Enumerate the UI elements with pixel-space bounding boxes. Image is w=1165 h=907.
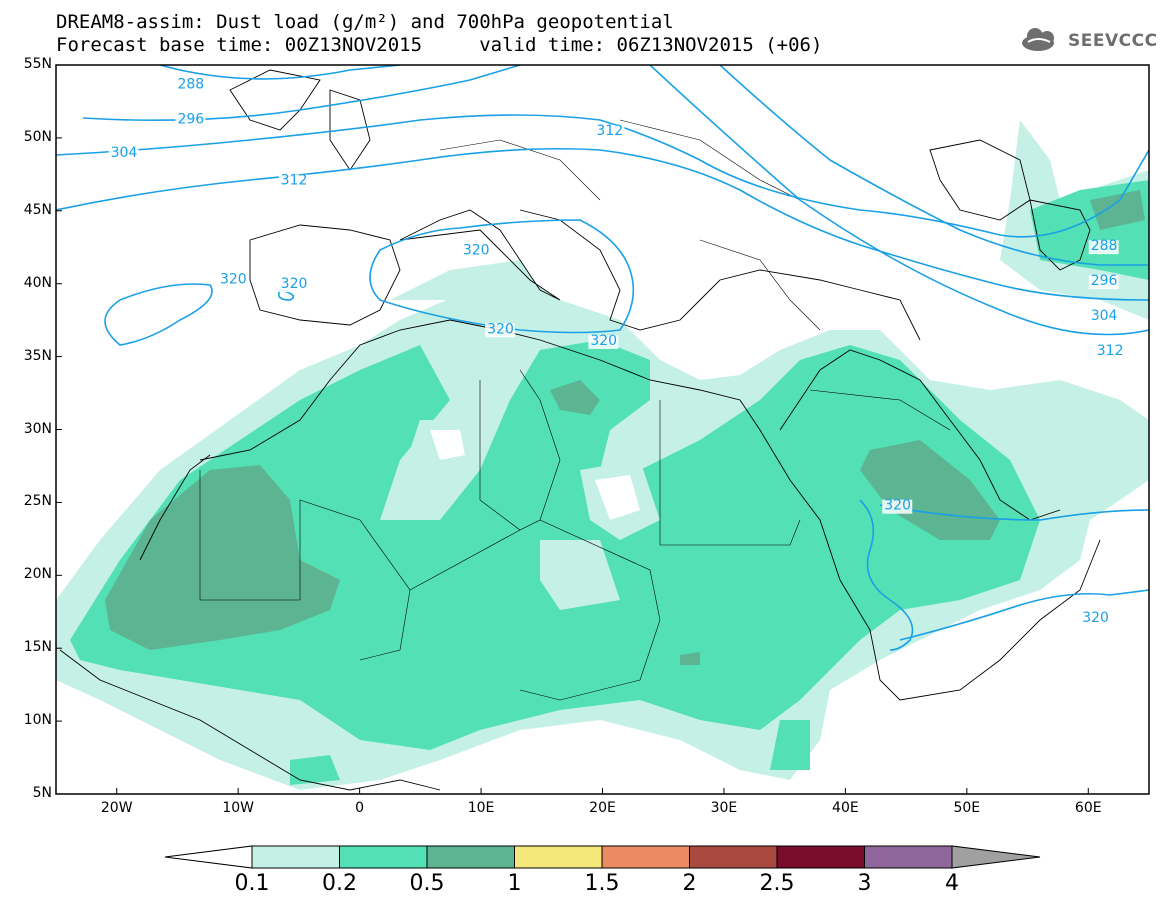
colorbar — [164, 845, 1041, 869]
lon-label: 10W — [222, 800, 254, 816]
contour-label-bg — [1088, 275, 1119, 290]
colorbar-segment — [514, 845, 603, 869]
colorbar-tick-label: 2 — [682, 871, 697, 896]
contour-label-bg — [485, 323, 516, 338]
contour-label: 312 — [1097, 343, 1124, 359]
contour-label-bg — [594, 124, 625, 139]
contour-label-bg — [1080, 611, 1111, 626]
lat-label: 55N — [23, 56, 52, 72]
lat-label: 15N — [23, 639, 52, 656]
colorbar-tick-label: 0.2 — [322, 871, 357, 896]
map-title: DREAM8-assim: Dust load (g/m²) and 700hP… — [56, 11, 674, 33]
colorbar-over-arrow — [951, 845, 1041, 869]
lat-label: 35N — [23, 347, 52, 364]
lat-label: 5N — [32, 785, 52, 801]
lon-label: 20W — [100, 800, 133, 816]
contour-label: 288 — [177, 76, 204, 92]
colorbar-segment — [776, 845, 865, 869]
lat-label: 10N — [23, 712, 52, 729]
forecast-time-line: Forecast base time: 00Z13NOV2015 valid t… — [56, 34, 823, 56]
contour-label-bg — [588, 334, 619, 349]
lat-label: 25N — [23, 493, 52, 510]
colorbar-tick-label: 4 — [945, 871, 959, 896]
colorbar-tick-label: 1.5 — [584, 871, 620, 896]
colorbar-tick-label: 2.5 — [759, 871, 795, 896]
lat-label: 30N — [23, 420, 52, 437]
geopotential-contours — [56, 65, 1149, 651]
contour-label-bg — [278, 174, 309, 189]
lat-label: 45N — [23, 201, 52, 218]
contour-labels: 288 296 304 312 312 320 320 320 320 320 320 320 288 2… — [108, 76, 1125, 626]
contour-label: 312 — [596, 123, 623, 139]
contour-label: 320 — [281, 276, 308, 292]
axis-ticks — [56, 64, 1089, 795]
colorbar-segment — [864, 845, 953, 869]
seevccc-logo — [1022, 28, 1054, 51]
contour-label: 296 — [177, 111, 204, 127]
lon-label: 10E — [467, 800, 495, 816]
cloud-icon — [1022, 28, 1054, 51]
lat-label: 40N — [23, 274, 52, 291]
contour-label: 312 — [281, 173, 308, 189]
lat-label: 50N — [23, 128, 52, 145]
colorbar-segment — [601, 845, 690, 869]
logo-text: SEEVCCC — [1068, 31, 1158, 51]
colorbar-tick-label: 0.1 — [234, 871, 270, 896]
contour-label-bg — [1088, 240, 1119, 255]
contour-label: 320 — [220, 272, 247, 288]
contour-label-bg — [460, 244, 491, 259]
colorbar-segment — [339, 845, 428, 869]
colorbar-under-arrow — [164, 845, 253, 869]
contour-label: 320 — [463, 243, 490, 259]
colorbar-segment — [251, 845, 340, 869]
colorbar-tick-label: 0.5 — [409, 871, 445, 896]
borders — [199, 119, 951, 701]
colorbar-segment — [426, 845, 515, 869]
lon-label: 60E — [1074, 800, 1102, 816]
lon-label: 0 — [355, 800, 365, 816]
contour-label-bg — [175, 78, 206, 93]
contour-label-bg — [1094, 345, 1125, 360]
lon-label: 20E — [589, 800, 616, 816]
contour-label-bg — [1088, 310, 1119, 325]
lon-label: 30E — [710, 800, 738, 816]
dust-field-high — [105, 190, 1145, 665]
contour-label: 304 — [1091, 308, 1118, 324]
colorbar-segment — [689, 845, 778, 869]
contour-label: 320 — [1082, 610, 1109, 626]
lat-label: 20N — [23, 566, 52, 583]
lon-label: 50E — [953, 800, 981, 816]
colorbar-tick-label: 1 — [507, 871, 522, 896]
contour-label: 288 — [1091, 238, 1118, 254]
contour-label-bg — [175, 113, 206, 128]
coastlines — [59, 69, 1101, 791]
contour-label-bg — [278, 278, 309, 293]
contour-label-bg — [217, 273, 248, 288]
contour-label: 320 — [590, 333, 617, 349]
contour-label: 320 — [487, 321, 514, 337]
colorbar-tick-label: 3 — [857, 871, 872, 896]
contour-label: 296 — [1091, 273, 1118, 289]
contour-label: 304 — [111, 145, 138, 161]
contour-label: 320 — [884, 498, 911, 514]
contour-label-bg — [108, 146, 139, 161]
lon-label: 40E — [832, 800, 859, 816]
contour-label-bg — [882, 499, 913, 514]
